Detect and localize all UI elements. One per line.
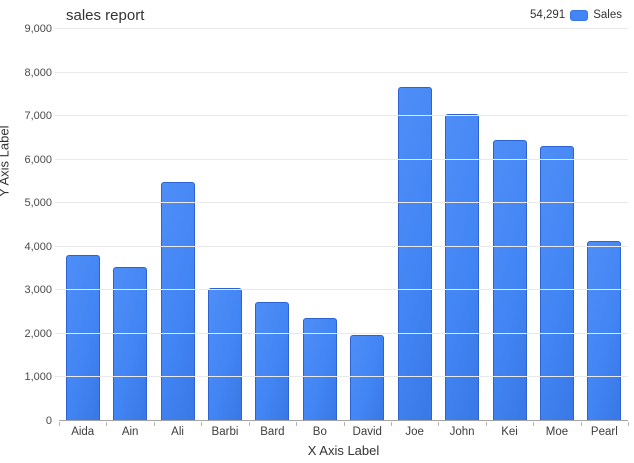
x-axis-tick-mark [153, 422, 155, 426]
gridline-1000 [55, 376, 628, 378]
bar-slot-joe [391, 29, 438, 420]
legend-swatch-icon [570, 9, 589, 21]
x-tick-label-kei: Kei [501, 426, 518, 438]
x-axis-title: X Axis Label [307, 443, 380, 458]
bar-barbi[interactable] [207, 288, 242, 420]
legend-total-value: 54,291 [530, 9, 566, 21]
x-tick-label-ain: Ain [121, 426, 139, 438]
bar-slot-ali [154, 29, 201, 420]
bar-series-sales [59, 29, 628, 420]
gridline-4000 [55, 245, 628, 247]
bar-slot-moe [533, 29, 580, 420]
bar-slot-aida [59, 29, 106, 420]
y-tick-label-4000: 4,000 [24, 240, 52, 253]
x-axis-tick-mark [106, 422, 108, 426]
legend-series-label: Sales [593, 9, 622, 21]
gridline-3000 [55, 289, 628, 291]
gridline-7000 [55, 115, 628, 117]
bar-slot-barbi [201, 29, 248, 420]
x-tick-label-moe: Moe [545, 426, 569, 438]
chart-title: sales report [66, 7, 145, 24]
x-tick-label-david: David [352, 426, 382, 438]
gridline-8000 [55, 71, 628, 73]
y-axis-tick-labels: 0 1,000 2,000 3,000 4,000 5,000 6,000 7,000 8,00… [0, 23, 52, 427]
gridline-5000 [55, 202, 628, 204]
x-tick-label-pearl: Pearl [590, 426, 618, 438]
x-tick-label-john: John [449, 426, 475, 438]
x-axis-tick-mark [580, 422, 582, 426]
x-axis-tick-mark [343, 422, 345, 426]
x-tick-label-joe: Joe [405, 426, 424, 438]
y-tick-label-0: 0 [45, 415, 52, 427]
x-axis-tick-mark [296, 422, 298, 426]
x-axis-tick-mark [533, 422, 535, 426]
y-tick-label-9000: 9,000 [24, 23, 52, 35]
bar-bard[interactable] [255, 301, 290, 420]
bar-slot-john [438, 29, 485, 420]
bar-slot-pearl [581, 29, 628, 420]
x-axis-category-labels: Aida Ain Ali Barbi Bard Bo David Joe John Kei Moe P… [59, 426, 628, 438]
bar-slot-kei [486, 29, 533, 420]
x-tick-label-bard: Bard [260, 426, 285, 438]
plot-area [55, 28, 628, 421]
x-axis-tick-mark [485, 422, 487, 426]
y-tick-label-3000: 3,000 [24, 284, 52, 297]
bar-slot-ain [106, 29, 153, 420]
bar-aida[interactable] [65, 254, 100, 420]
bar-bo[interactable] [302, 318, 337, 420]
x-tick-label-aida: Aida [71, 426, 95, 438]
y-tick-label-7000: 7,000 [24, 110, 52, 123]
x-tick-label-ali: Ali [171, 426, 184, 438]
gridline-2000 [55, 332, 628, 334]
bar-john[interactable] [445, 113, 480, 420]
bar-joe[interactable] [397, 86, 432, 420]
y-tick-label-5000: 5,000 [24, 197, 52, 210]
x-axis-tick-mark [201, 422, 203, 426]
x-axis-tick-mark [390, 422, 392, 426]
legend-item-sales[interactable]: 54,291 Sales [530, 9, 622, 21]
bar-slot-bo [296, 29, 343, 420]
gridline-9000 [55, 28, 628, 29]
x-axis-tick-mark [438, 422, 440, 426]
x-axis-tick-mark [628, 422, 629, 426]
bar-moe[interactable] [539, 146, 574, 420]
bar-slot-bard [249, 29, 296, 420]
x-tick-label-barbi: Barbi [211, 426, 239, 438]
bar-pearl[interactable] [587, 241, 622, 420]
x-tick-label-bo: Bo [312, 426, 327, 438]
bar-slot-david [344, 29, 391, 420]
y-tick-label-6000: 6,000 [24, 153, 52, 166]
bar-kei[interactable] [492, 140, 527, 420]
gridline-6000 [55, 158, 628, 160]
x-axis-tick-mark [59, 422, 60, 426]
y-tick-label-1000: 1,000 [24, 371, 52, 384]
bar-ali[interactable] [160, 181, 195, 420]
bar-ain[interactable] [113, 266, 148, 420]
x-axis-tick-mark [248, 422, 250, 426]
y-tick-label-2000: 2,000 [24, 327, 52, 340]
y-tick-label-8000: 8,000 [24, 66, 52, 79]
bar-david[interactable] [350, 335, 385, 420]
